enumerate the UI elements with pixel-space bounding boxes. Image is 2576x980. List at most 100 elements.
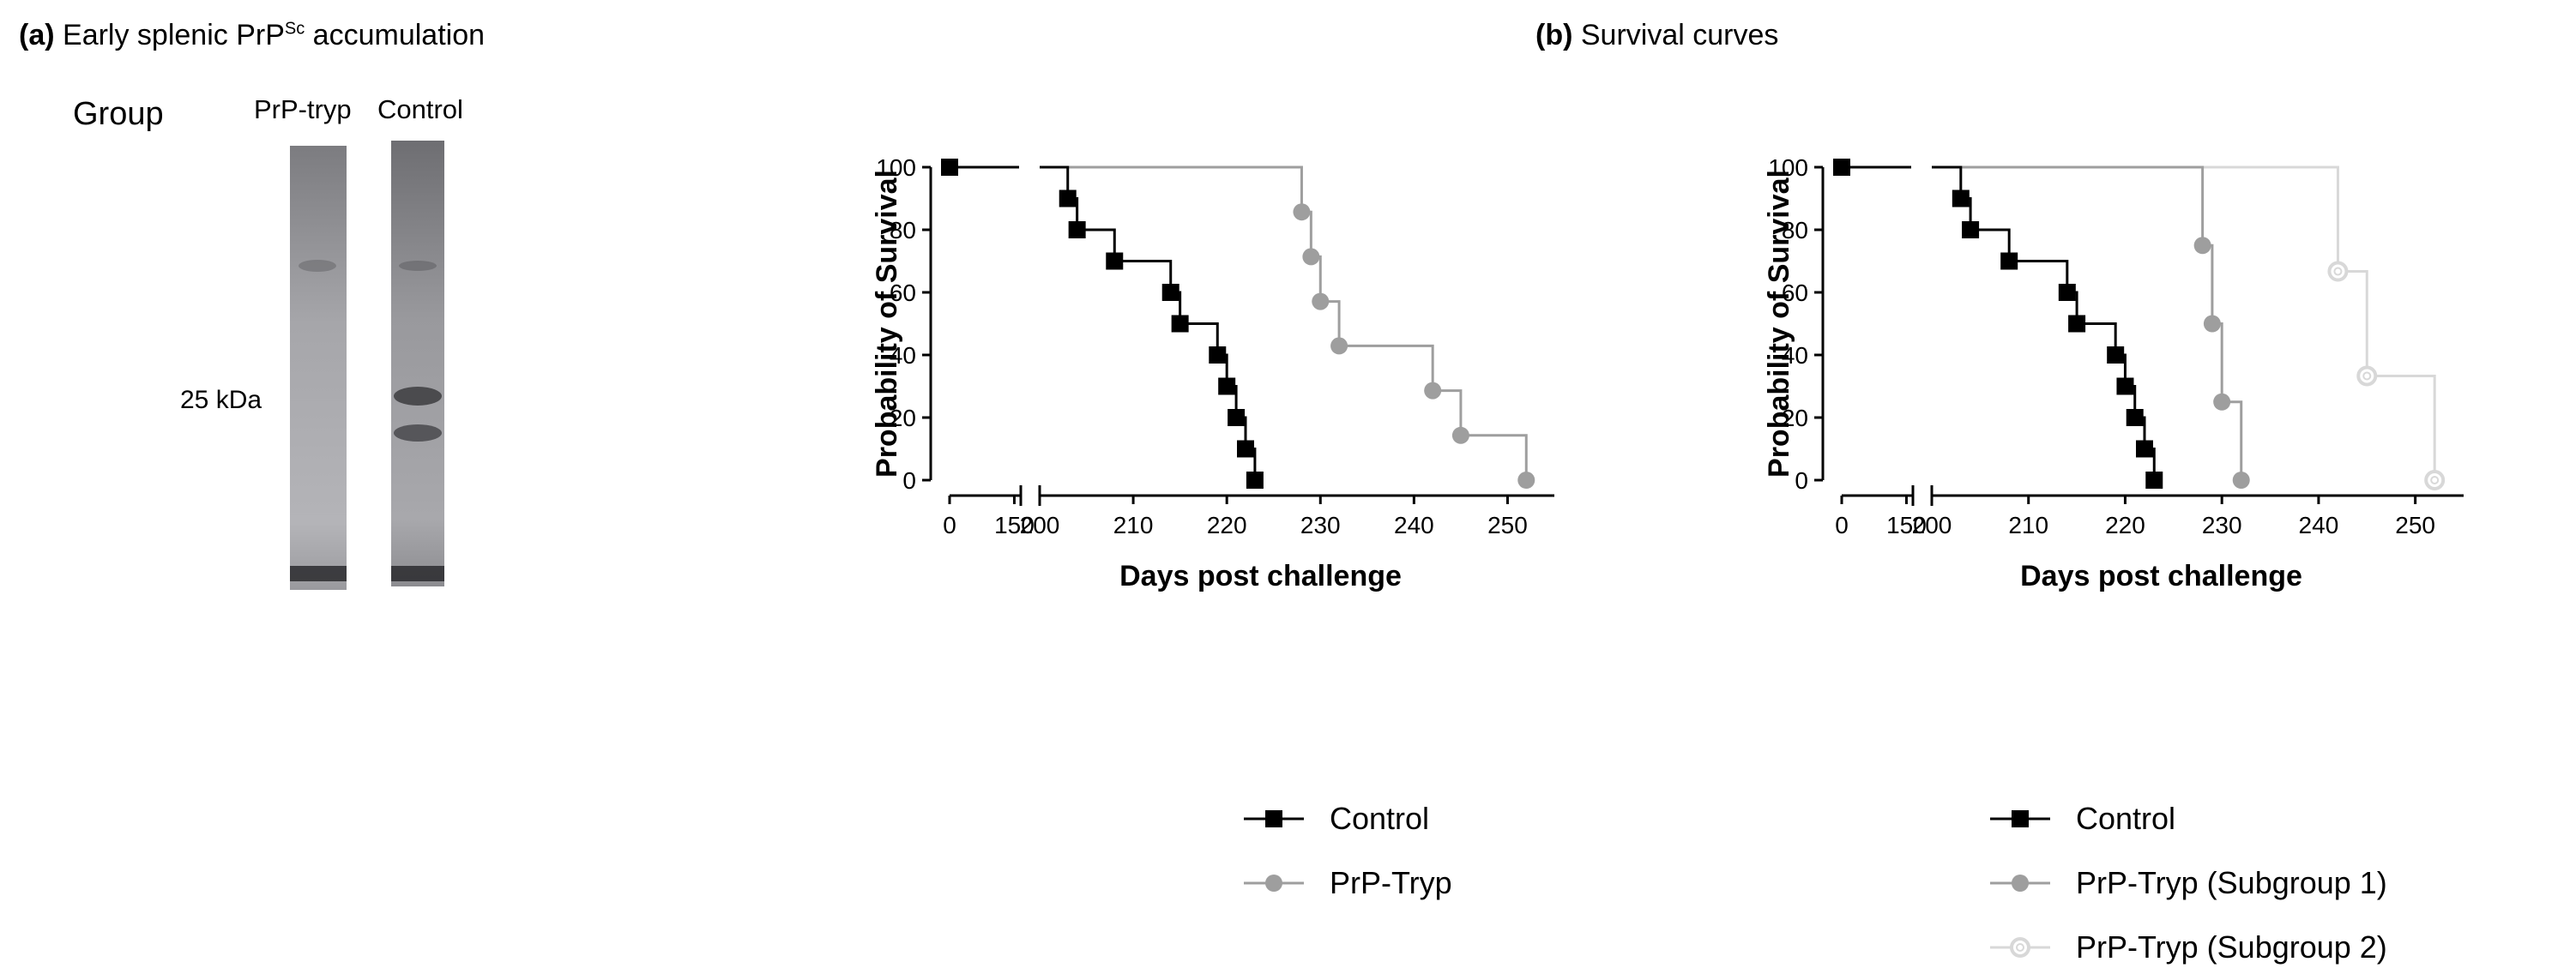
legend-marker: [1265, 875, 1282, 892]
y-axis-label: Probability of Survival: [871, 170, 903, 478]
x-tick-label: 210: [2008, 512, 2048, 538]
legend-marker: [2012, 875, 2029, 892]
km-step-line: [1040, 165, 1257, 480]
data-point: [2136, 440, 2153, 458]
data-point: [1302, 248, 1320, 266]
y-tick-label: 100: [876, 154, 916, 181]
legend-marker: [1265, 810, 1282, 827]
x-tick-label: 230: [1300, 512, 1341, 538]
legend-item: Control: [1244, 801, 1429, 836]
blot-band: [399, 261, 437, 271]
panel-a-title: (a) Early splenic PrPSc accumulation: [19, 19, 485, 52]
data-point: [1517, 472, 1535, 489]
x-tick-label: 0: [943, 512, 956, 538]
data-point: [1228, 409, 1246, 426]
legend-chart-1: Control PrP-Tryp: [1244, 801, 1452, 900]
data-point: [2356, 365, 2378, 387]
data-point: [1161, 284, 1179, 301]
x-tick-label: 250: [2395, 512, 2435, 538]
x-axis-label: Days post challenge: [1119, 560, 1402, 592]
y-tick-label: 60: [1782, 280, 1808, 306]
data-point: [2126, 409, 2144, 426]
x-tick-label: 0: [1835, 512, 1849, 538]
panel-b-title-text: Survival curves: [1580, 19, 1779, 51]
panel-a-letter: (a): [19, 19, 55, 51]
data-point: [1068, 221, 1086, 238]
legend-item: Control: [1990, 801, 2175, 836]
data-point: [1171, 315, 1189, 333]
data-point: [1833, 159, 1850, 176]
marker-25kda: 25 kDa: [180, 386, 262, 414]
data-point: [2116, 377, 2134, 395]
x-tick-label: 200: [1020, 512, 1060, 538]
blot-band: [299, 260, 336, 272]
legend-item: PrP-Tryp: [1244, 865, 1452, 900]
data-point: [2232, 472, 2250, 489]
group-label: Group: [73, 96, 164, 132]
panel-a-title-main: Early splenic PrP: [63, 19, 285, 51]
series-control: [1833, 159, 2163, 489]
legend-label: Control: [1330, 801, 1429, 836]
km-step-line: [1932, 165, 2436, 480]
y-tick-label: 80: [890, 217, 916, 243]
data-point: [1237, 440, 1254, 458]
y-axis-label: Probability of Survival: [1763, 170, 1795, 478]
data-point: [1330, 337, 1348, 355]
blot-lane-control: [391, 141, 444, 586]
legend-item: PrP-Tryp (Subgroup 2): [1990, 929, 2387, 965]
data-point: [1246, 472, 1264, 489]
x-tick-label: 210: [1113, 512, 1154, 538]
lane-label-control: Control: [377, 94, 463, 124]
x-axis-label: Days post challenge: [2020, 560, 2302, 592]
data-point: [2107, 346, 2125, 364]
data-point: [941, 159, 958, 176]
x-tick-label: 150: [994, 512, 1035, 538]
x-tick-label: 220: [2105, 512, 2145, 538]
series-prp-tryp-subgroup-1: [1842, 165, 2250, 489]
western-blot: [290, 141, 444, 590]
data-point: [1424, 382, 1442, 400]
legend-marker: [2010, 937, 2030, 958]
y-tick-label: 0: [902, 467, 916, 494]
lane-label-prp-tryp: PrP-tryp: [254, 94, 352, 124]
data-point: [1312, 292, 1330, 310]
data-point: [1209, 346, 1227, 364]
data-point-inner: [2430, 476, 2440, 484]
panel-b-title: (b) Survival curves: [1535, 19, 1778, 52]
data-point: [1293, 203, 1311, 221]
data-point-inner: [2362, 371, 2372, 381]
data-point: [2193, 237, 2211, 255]
legend-label: Control: [2076, 801, 2175, 836]
blot-band: [394, 387, 442, 406]
y-tick-label: 0: [1795, 467, 1808, 494]
x-tick-label: 230: [2202, 512, 2242, 538]
y-tick-label: 40: [890, 342, 916, 369]
y-tick-label: 20: [890, 405, 916, 431]
legend-label: PrP-Tryp (Subgroup 2): [2076, 929, 2387, 965]
data-point: [1218, 377, 1236, 395]
legend-marker-inner: [2016, 943, 2024, 952]
y-tick-label: 20: [1782, 405, 1808, 431]
panel-a-title-sup: Sc: [284, 19, 305, 39]
data-point-inner: [2333, 267, 2343, 276]
y-tick-label: 80: [1782, 217, 1808, 243]
km-step-line: [1932, 165, 2156, 480]
legend-label: PrP-Tryp (Subgroup 1): [2076, 865, 2387, 900]
blot-lane-prp-tryp: [290, 146, 347, 590]
data-point: [2068, 315, 2086, 333]
data-point: [2327, 261, 2349, 282]
data-point: [2000, 252, 2018, 270]
data-point: [1952, 189, 1970, 207]
blot-band: [290, 566, 347, 581]
data-point: [1059, 189, 1077, 207]
x-tick-label: 240: [1394, 512, 1434, 538]
legend-chart-2: Control PrP-Tryp (Subgroup 1) PrP-Tryp (Su…: [1990, 801, 2387, 965]
legend-marker: [2012, 810, 2029, 827]
y-tick-label: 40: [1782, 342, 1808, 369]
data-point: [2424, 470, 2446, 490]
data-point: [1962, 221, 1980, 238]
series-control: [941, 159, 1264, 489]
y-tick-label: 60: [890, 280, 916, 306]
x-tick-label: 220: [1207, 512, 1247, 538]
